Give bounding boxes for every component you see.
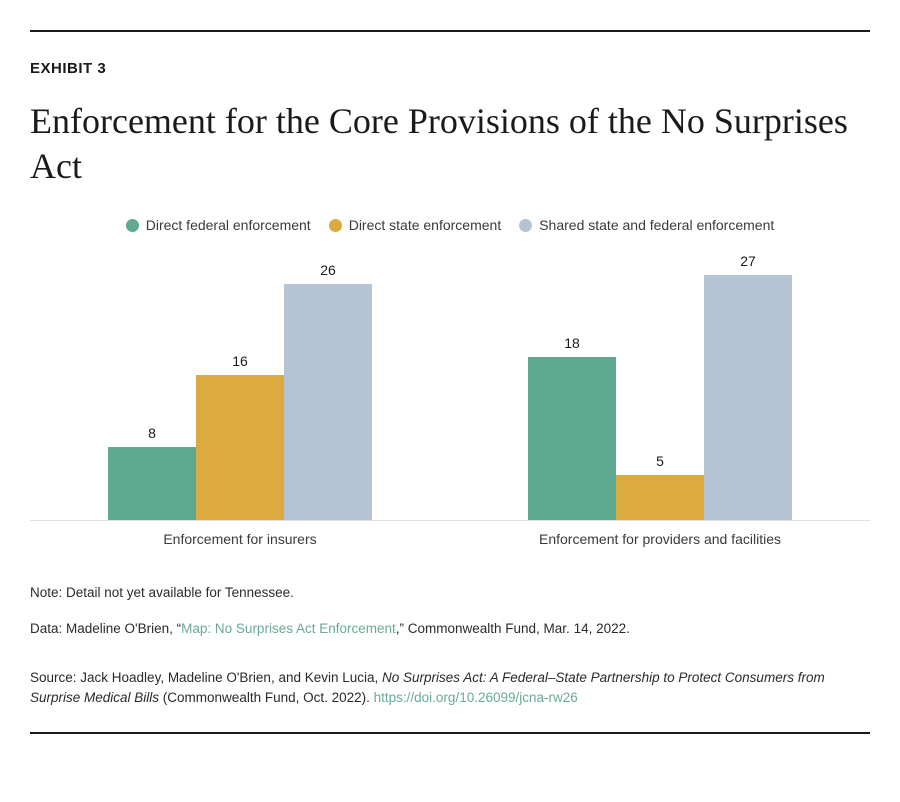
bar-value-label: 18: [564, 335, 580, 351]
legend-item: Direct federal enforcement: [126, 217, 311, 233]
bottom-rule: [30, 732, 870, 734]
bar-column: 16: [196, 251, 284, 520]
chart-title: Enforcement for the Core Provisions of t…: [30, 99, 870, 189]
group-label: Enforcement for insurers: [30, 531, 450, 547]
source-doi-link[interactable]: https://doi.org/10.26099/jcna-rw26: [374, 690, 578, 705]
bar-column: 27: [704, 251, 792, 520]
bar-column: 8: [108, 251, 196, 520]
legend-swatch: [126, 219, 139, 232]
group-label: Enforcement for providers and facilities: [450, 531, 870, 547]
bar-group: 8 16 26: [30, 251, 450, 520]
legend-swatch: [329, 219, 342, 232]
exhibit-label: EXHIBIT 3: [30, 60, 870, 77]
bar-value-label: 5: [656, 453, 664, 469]
bar: [704, 275, 792, 520]
legend-item: Shared state and federal enforcement: [519, 217, 774, 233]
note-text: Note: Detail not yet available for Tenne…: [30, 583, 870, 603]
legend-item: Direct state enforcement: [329, 217, 502, 233]
bar-value-label: 16: [232, 353, 248, 369]
bar-column: 18: [528, 251, 616, 520]
bar: [196, 375, 284, 520]
legend-label: Direct federal enforcement: [146, 217, 311, 233]
source-prefix: Source: Jack Hoadley, Madeline O'Brien, …: [30, 670, 382, 685]
legend-label: Shared state and federal enforcement: [539, 217, 774, 233]
bar-value-label: 8: [148, 425, 156, 441]
bar-group: 18 5 27: [450, 251, 870, 520]
source-attribution: Source: Jack Hoadley, Madeline O'Brien, …: [30, 668, 870, 709]
data-link[interactable]: Map: No Surprises Act Enforcement: [181, 621, 396, 636]
data-prefix: Data: Madeline O'Brien, “: [30, 621, 181, 636]
bar-chart: 8 16 26 18 5 27 Enforcement for insurersEnfor…: [30, 251, 870, 547]
data-attribution: Data: Madeline O'Brien, “Map: No Surpris…: [30, 619, 870, 639]
legend: Direct federal enforcement Direct state e…: [30, 217, 870, 233]
bar-value-label: 27: [740, 253, 756, 269]
bar: [108, 447, 196, 520]
legend-swatch: [519, 219, 532, 232]
bar: [616, 475, 704, 520]
source-mid: (Commonwealth Fund, Oct. 2022).: [159, 690, 374, 705]
bar-column: 5: [616, 251, 704, 520]
bar: [528, 357, 616, 520]
bar: [284, 284, 372, 520]
data-suffix: ,” Commonwealth Fund, Mar. 14, 2022.: [396, 621, 630, 636]
legend-label: Direct state enforcement: [349, 217, 502, 233]
top-rule: [30, 30, 870, 32]
bar-column: 26: [284, 251, 372, 520]
bar-value-label: 26: [320, 262, 336, 278]
